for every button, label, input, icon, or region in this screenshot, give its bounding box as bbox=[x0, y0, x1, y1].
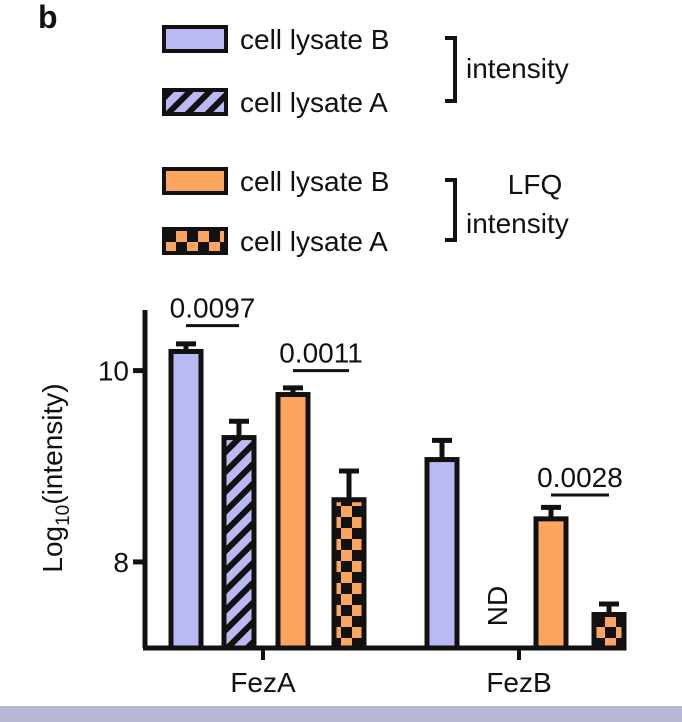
legend-swatch bbox=[162, 25, 228, 53]
y-axis-label: Log10(intensity) bbox=[37, 383, 74, 572]
bar bbox=[168, 348, 204, 651]
legend-swatch bbox=[162, 167, 228, 195]
panel-label: b bbox=[38, 0, 58, 35]
legend: cell lysate B cell lysate A intensity cell … bbox=[162, 24, 569, 257]
plot-area: 8 10 Log10(intensity) FezA FezB 0.0097 0.0011 0… bbox=[37, 293, 627, 698]
legend-swatch bbox=[162, 88, 228, 116]
bottom-border bbox=[0, 706, 682, 722]
x-tick-label: FezA bbox=[230, 667, 296, 698]
legend-group-label: LFQ bbox=[508, 169, 562, 200]
y-tick-label: 10 bbox=[98, 356, 129, 387]
legend-group-label: intensity bbox=[466, 208, 569, 239]
p-value-label: 0.0028 bbox=[537, 462, 623, 493]
not-detected-label: ND bbox=[482, 586, 513, 626]
bar bbox=[275, 392, 311, 651]
p-value-label: 0.0011 bbox=[279, 338, 363, 369]
legend-group-label: intensity bbox=[466, 53, 569, 84]
legend-label: cell lysate B bbox=[240, 24, 389, 55]
bar bbox=[591, 612, 627, 651]
legend-swatch bbox=[162, 227, 228, 255]
legend-bracket bbox=[445, 36, 457, 103]
bar bbox=[424, 457, 460, 651]
legend-label: cell lysate A bbox=[240, 87, 388, 118]
legend-label: cell lysate A bbox=[240, 226, 388, 257]
legend-bracket bbox=[445, 178, 457, 242]
bar bbox=[331, 497, 367, 651]
x-tick-label: FezB bbox=[486, 667, 551, 698]
p-value-label: 0.0097 bbox=[170, 293, 256, 324]
bar bbox=[533, 516, 569, 651]
bar bbox=[221, 435, 257, 651]
y-tick-label: 8 bbox=[113, 547, 129, 578]
legend-label: cell lysate B bbox=[240, 166, 389, 197]
